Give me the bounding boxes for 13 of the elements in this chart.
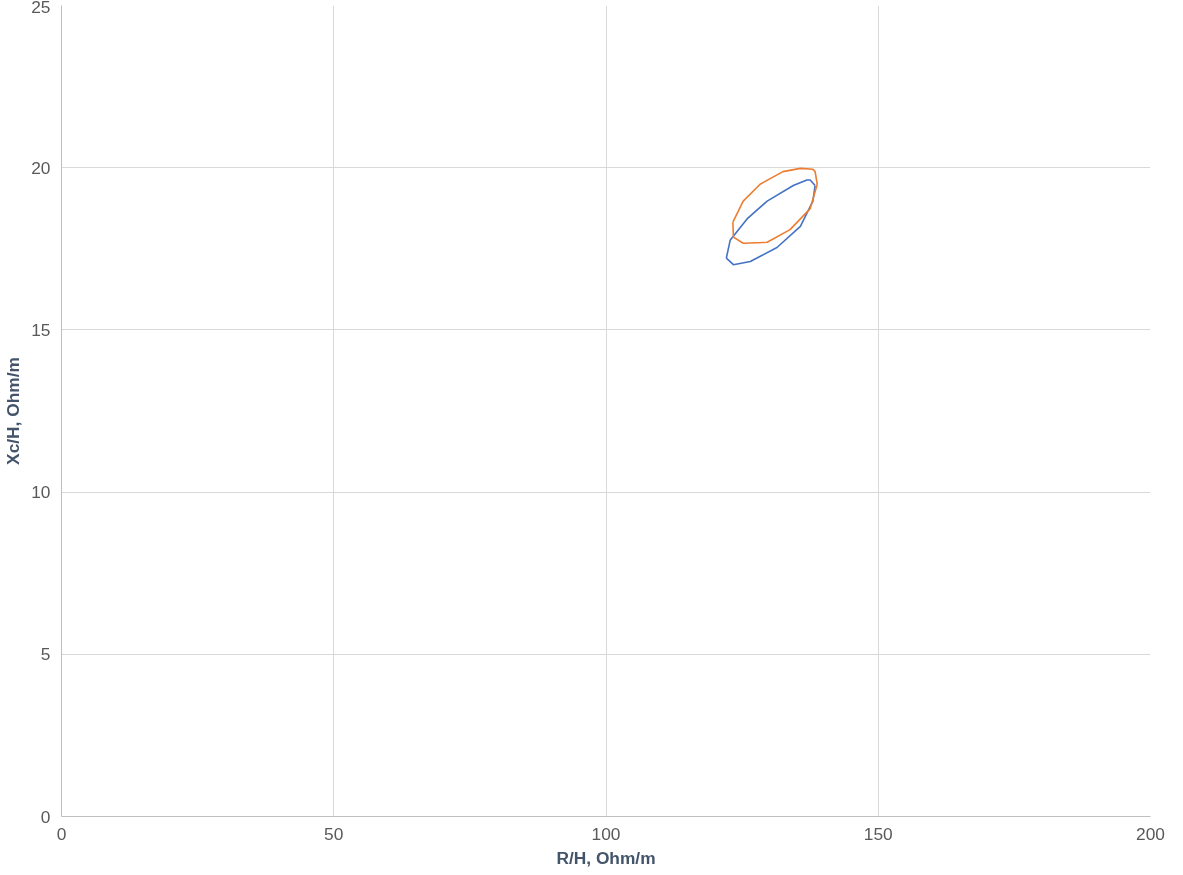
x-tick-label: 50 bbox=[324, 823, 344, 844]
y-tick-label: 20 bbox=[31, 157, 51, 178]
x-tick-label: 0 bbox=[56, 823, 67, 844]
x-tick-label: 100 bbox=[591, 823, 621, 844]
y-tick-label: 15 bbox=[31, 319, 51, 340]
x-tick-label: 150 bbox=[863, 823, 893, 844]
y-tick-label: 5 bbox=[40, 644, 51, 665]
y-axis-title: Xc/H, Ohm/m bbox=[3, 357, 24, 465]
y-tick-label: 25 bbox=[31, 0, 51, 17]
y-tick-label: 0 bbox=[40, 806, 51, 827]
x-axis-title: R/H, Ohm/m bbox=[556, 847, 656, 868]
x-tick-label: 200 bbox=[1136, 823, 1165, 844]
y-tick-label: 10 bbox=[31, 482, 51, 503]
